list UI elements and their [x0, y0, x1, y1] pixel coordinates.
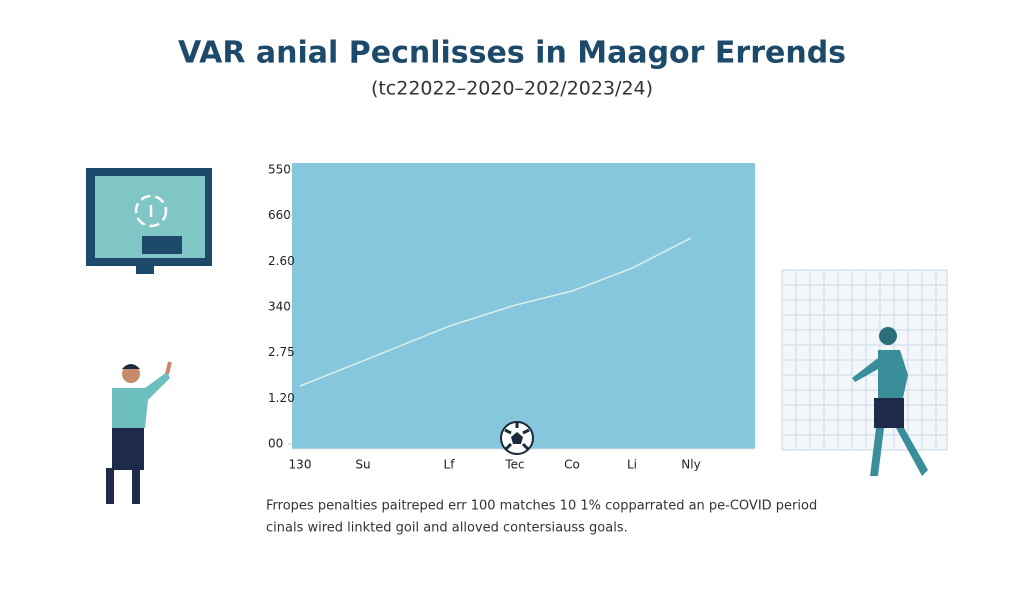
- x-tick-label: Co: [564, 458, 580, 472]
- y-tick-label: 00: [268, 437, 283, 451]
- var-monitor: [86, 168, 212, 274]
- x-tick-label: Lf: [444, 458, 456, 472]
- y-tick-label: 660: [268, 208, 291, 222]
- plot-area: [292, 163, 755, 449]
- ball: [500, 421, 534, 455]
- chart-title: VAR anial Pecnlisses in Maagor Errends: [178, 36, 846, 71]
- y-tick-label: 550: [268, 163, 291, 177]
- y-tick-label: 1.20: [268, 391, 295, 405]
- y-tick-label: 2.60: [268, 254, 295, 268]
- y-tick-label: 2.75: [268, 345, 295, 359]
- goal-net: [781, 269, 948, 451]
- x-tick-label: Nly: [681, 458, 700, 472]
- x-tick-label: Su: [355, 458, 370, 472]
- note: cinals wired linkted goil and alloved co…: [266, 521, 628, 536]
- note: Frropes penalties paitreped err 100 matc…: [266, 499, 817, 514]
- chart-subtitle: (tc22022–2020–202/2023/24): [371, 78, 653, 100]
- y-tick-label: 340: [268, 300, 291, 314]
- line: [299, 237, 692, 387]
- x-tick-label: Li: [627, 458, 637, 472]
- x-tick-label: Tec: [504, 458, 524, 472]
- x-tick-label: 130: [289, 458, 312, 472]
- player: [852, 327, 928, 476]
- referee: [106, 361, 172, 504]
